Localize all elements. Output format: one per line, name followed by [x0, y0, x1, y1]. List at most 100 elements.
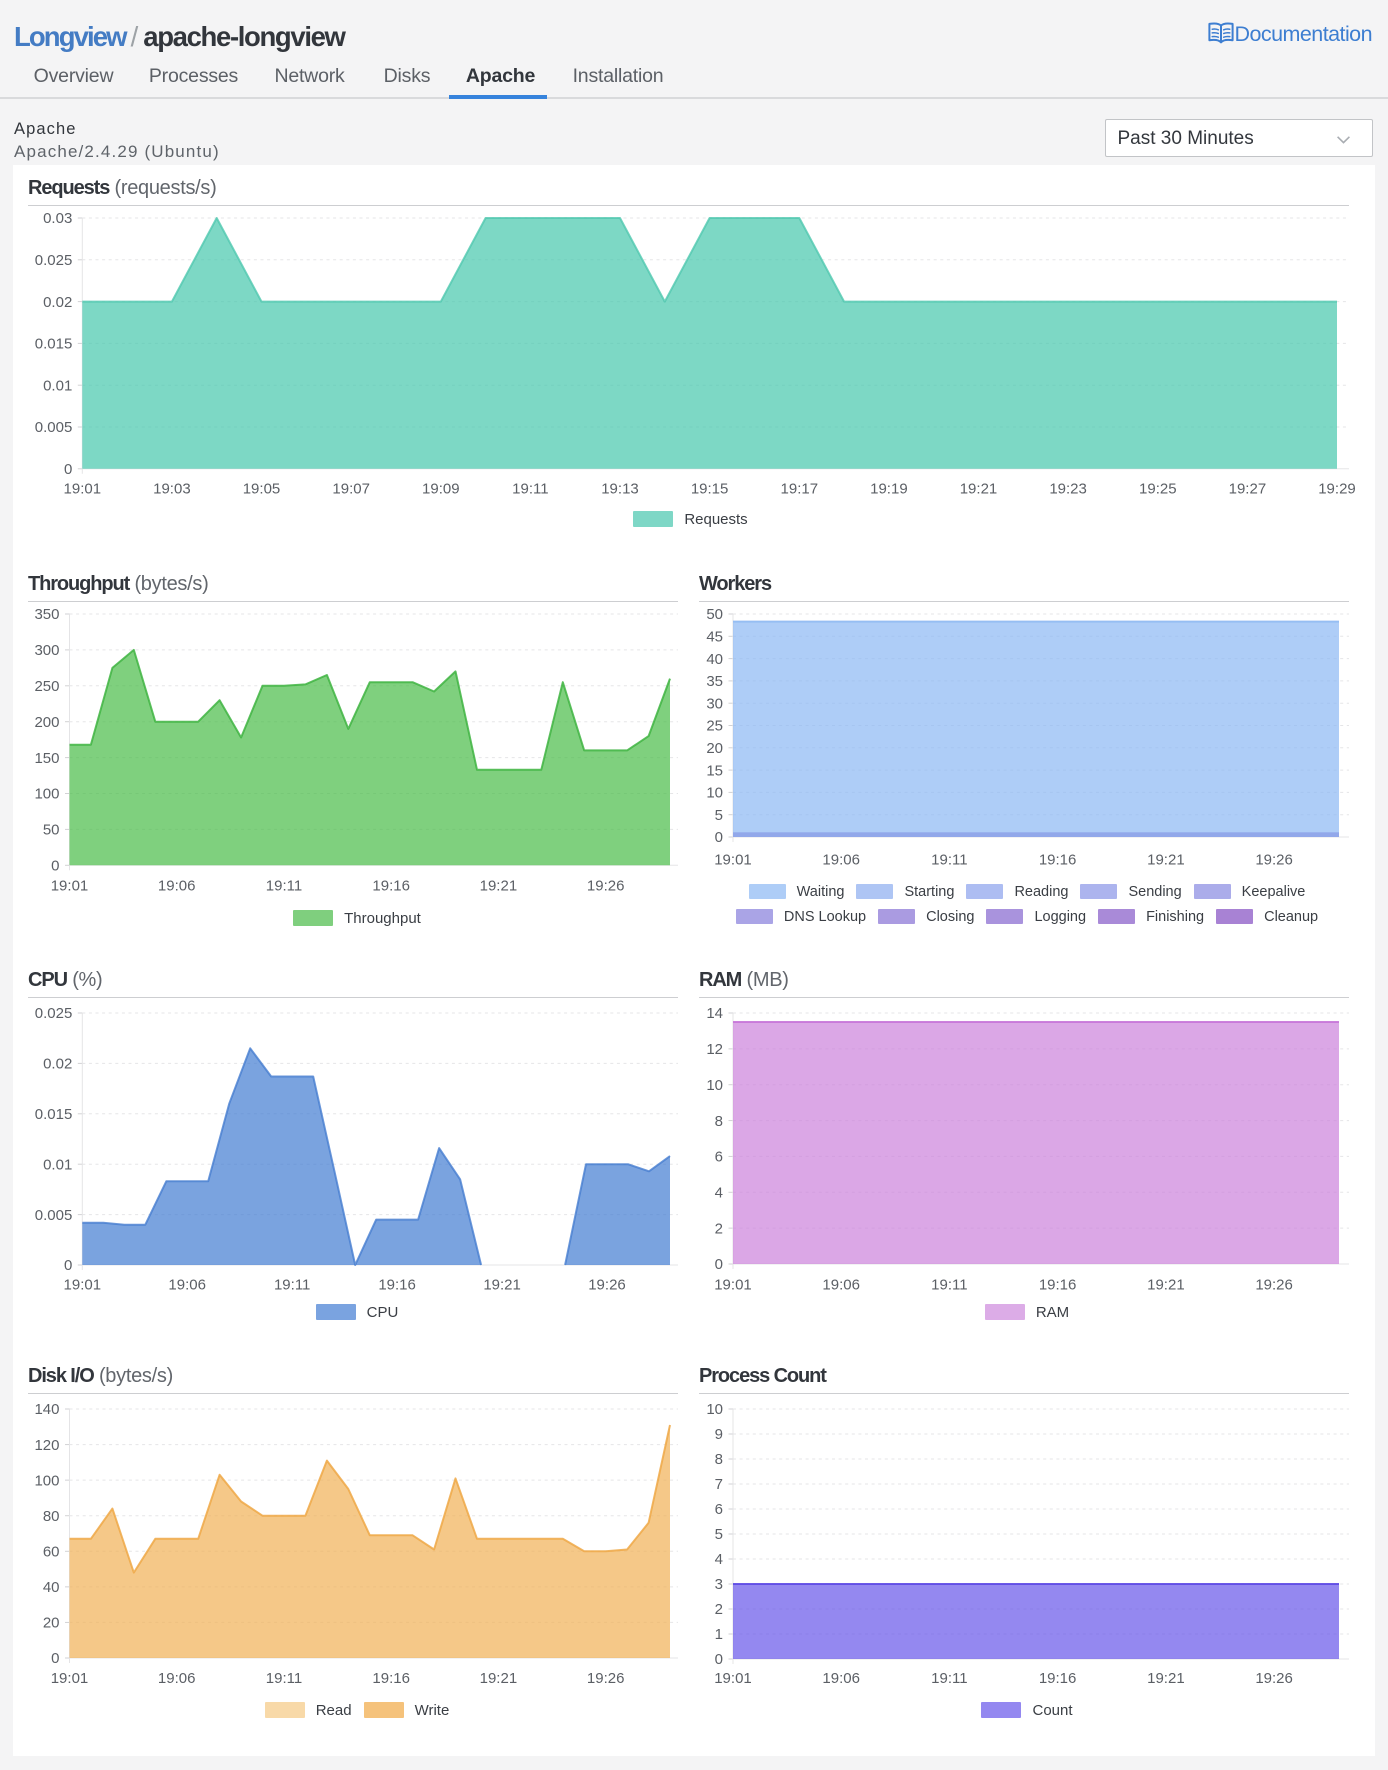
svg-text:19:11: 19:11	[931, 1277, 967, 1294]
svg-text:19:26: 19:26	[1255, 852, 1293, 869]
svg-text:19:01: 19:01	[64, 481, 102, 498]
svg-text:19:15: 19:15	[691, 481, 729, 498]
svg-text:0: 0	[715, 829, 723, 846]
svg-text:5: 5	[715, 807, 723, 824]
svg-text:60: 60	[43, 1543, 60, 1560]
svg-text:50: 50	[706, 606, 723, 623]
svg-text:100: 100	[34, 1472, 59, 1489]
svg-text:10: 10	[706, 1077, 723, 1094]
svg-text:19:26: 19:26	[588, 1277, 626, 1294]
svg-text:120: 120	[34, 1437, 59, 1454]
svg-text:19:23: 19:23	[1049, 481, 1087, 498]
svg-text:50: 50	[43, 822, 60, 839]
svg-text:25: 25	[706, 718, 723, 735]
svg-text:19:16: 19:16	[1039, 1277, 1077, 1294]
svg-text:0: 0	[64, 1257, 72, 1274]
svg-text:19:27: 19:27	[1229, 481, 1267, 498]
svg-text:19:06: 19:06	[822, 1670, 860, 1687]
svg-text:19:06: 19:06	[822, 1277, 860, 1294]
svg-text:300: 300	[34, 642, 59, 659]
svg-text:19:01: 19:01	[714, 1670, 752, 1687]
svg-text:19:05: 19:05	[243, 481, 281, 498]
svg-text:19:16: 19:16	[372, 1670, 410, 1687]
svg-text:0.005: 0.005	[35, 1207, 73, 1224]
svg-text:7: 7	[715, 1476, 723, 1493]
svg-text:3: 3	[715, 1576, 723, 1593]
svg-text:8: 8	[715, 1451, 723, 1468]
svg-text:40: 40	[706, 651, 723, 668]
svg-text:19:01: 19:01	[714, 1277, 752, 1294]
svg-text:19:13: 19:13	[601, 481, 639, 498]
svg-text:2: 2	[715, 1601, 723, 1618]
svg-text:0: 0	[715, 1651, 723, 1668]
svg-text:19:06: 19:06	[158, 878, 196, 895]
svg-text:0: 0	[715, 1256, 723, 1273]
svg-text:140: 140	[34, 1401, 59, 1418]
svg-text:35: 35	[706, 673, 723, 690]
svg-text:20: 20	[706, 740, 723, 757]
svg-text:0.025: 0.025	[35, 252, 73, 269]
svg-text:19:21: 19:21	[480, 1670, 518, 1687]
svg-text:10: 10	[706, 1401, 723, 1418]
svg-text:19:25: 19:25	[1139, 481, 1177, 498]
svg-text:6: 6	[715, 1501, 723, 1518]
svg-text:1: 1	[715, 1626, 723, 1643]
svg-text:19:16: 19:16	[372, 878, 410, 895]
svg-text:19:16: 19:16	[378, 1277, 416, 1294]
svg-text:19:29: 19:29	[1318, 481, 1356, 498]
svg-text:19:26: 19:26	[1255, 1277, 1293, 1294]
svg-text:19:11: 19:11	[274, 1277, 310, 1294]
svg-text:19:16: 19:16	[1039, 852, 1077, 869]
svg-text:19:03: 19:03	[153, 481, 191, 498]
svg-text:19:26: 19:26	[1255, 1670, 1293, 1687]
svg-text:0.02: 0.02	[43, 1056, 72, 1073]
svg-text:6: 6	[715, 1149, 723, 1166]
svg-text:0.02: 0.02	[43, 294, 72, 311]
svg-text:0.03: 0.03	[43, 210, 72, 227]
svg-text:19:21: 19:21	[1147, 852, 1185, 869]
svg-text:19:19: 19:19	[870, 481, 908, 498]
svg-text:19:06: 19:06	[822, 852, 860, 869]
svg-text:19:11: 19:11	[931, 1670, 967, 1687]
svg-text:19:17: 19:17	[781, 481, 819, 498]
svg-text:19:21: 19:21	[480, 878, 518, 895]
svg-text:0.01: 0.01	[43, 1156, 72, 1173]
svg-text:19:21: 19:21	[1147, 1277, 1185, 1294]
svg-text:19:01: 19:01	[51, 1670, 89, 1687]
svg-text:200: 200	[34, 714, 59, 731]
svg-text:19:26: 19:26	[587, 1670, 625, 1687]
svg-text:19:26: 19:26	[587, 878, 625, 895]
svg-text:19:07: 19:07	[332, 481, 370, 498]
svg-text:4: 4	[715, 1184, 723, 1201]
svg-text:100: 100	[34, 786, 59, 803]
svg-text:19:01: 19:01	[64, 1277, 102, 1294]
svg-text:250: 250	[34, 678, 59, 695]
svg-text:150: 150	[34, 750, 59, 767]
svg-text:9: 9	[715, 1426, 723, 1443]
svg-text:8: 8	[715, 1113, 723, 1130]
svg-text:19:11: 19:11	[266, 1670, 302, 1687]
svg-text:45: 45	[706, 629, 723, 646]
svg-text:20: 20	[43, 1615, 60, 1632]
svg-text:19:01: 19:01	[714, 852, 752, 869]
svg-text:0.015: 0.015	[35, 336, 73, 353]
svg-text:19:11: 19:11	[512, 481, 548, 498]
svg-text:19:21: 19:21	[1147, 1670, 1185, 1687]
svg-text:14: 14	[706, 1005, 723, 1022]
svg-text:19:09: 19:09	[422, 481, 460, 498]
svg-text:0: 0	[51, 858, 59, 875]
svg-text:10: 10	[706, 785, 723, 802]
svg-text:19:21: 19:21	[960, 481, 998, 498]
svg-text:80: 80	[43, 1508, 60, 1525]
svg-text:0.025: 0.025	[35, 1005, 73, 1022]
svg-text:15: 15	[706, 762, 723, 779]
svg-text:12: 12	[706, 1041, 723, 1058]
svg-text:2: 2	[715, 1220, 723, 1237]
svg-text:40: 40	[43, 1579, 60, 1596]
svg-text:0: 0	[64, 461, 72, 478]
svg-text:0.01: 0.01	[43, 377, 72, 394]
svg-text:0: 0	[51, 1650, 59, 1667]
svg-text:0.005: 0.005	[35, 419, 73, 436]
svg-text:30: 30	[706, 695, 723, 712]
svg-text:19:06: 19:06	[168, 1277, 206, 1294]
